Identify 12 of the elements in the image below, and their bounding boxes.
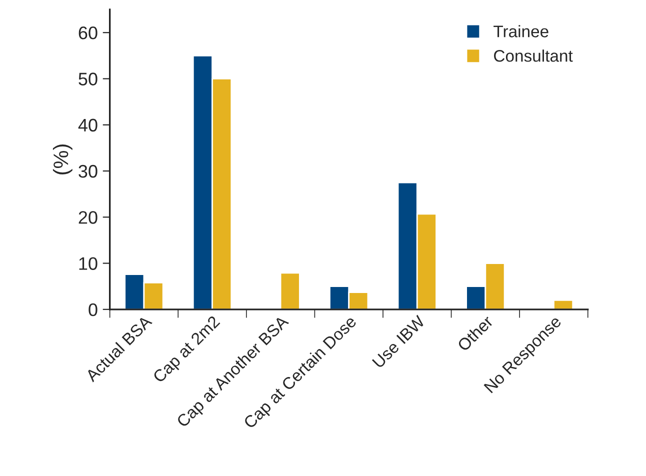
y-tick-label: 60	[78, 26, 98, 40]
y-axis-title: (%)	[52, 144, 72, 174]
y-tick-label: 20	[78, 211, 98, 224]
bar	[280, 272, 300, 310]
legend-label: Trainee	[494, 25, 548, 38]
y-tick-label: 30	[78, 164, 98, 178]
legend-label: Consultant	[494, 50, 573, 62]
bar	[553, 299, 574, 310]
y-tick-label: 40	[78, 118, 98, 132]
y-tick-label: 0	[88, 303, 98, 316]
y-tick-label: 10	[79, 257, 98, 270]
y-tick-label: 50	[78, 72, 98, 86]
